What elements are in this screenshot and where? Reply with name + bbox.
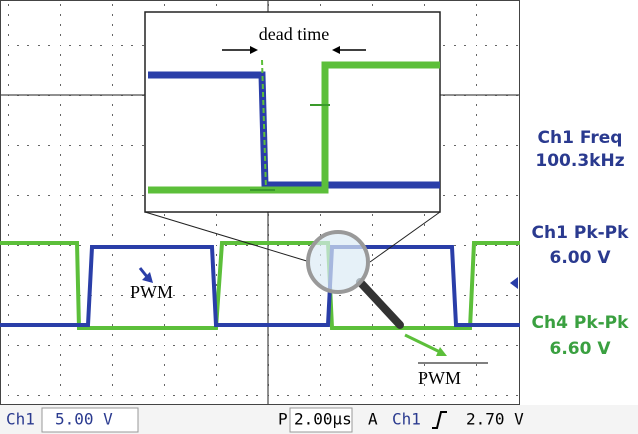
trigger-channel: Ch1 xyxy=(392,410,421,429)
measurement-label: Ch1 Pk-Pk xyxy=(532,223,630,243)
scope-screenshot: dead time PWM PWM Ch1 Freq 100.3kHz Ch1 … xyxy=(0,0,638,434)
measurement-value: 100.3kHz xyxy=(535,151,624,171)
pwm-bar-label: PWM xyxy=(418,368,461,388)
trigger-level: 2.70 V xyxy=(466,410,524,429)
measurements: Ch1 Freq 100.3kHz Ch1 Pk-Pk 6.00 V Ch4 P… xyxy=(532,128,630,359)
volts-per-div: 5.00 V xyxy=(55,410,113,429)
channel: Ch1 xyxy=(6,410,35,429)
screen: dead time PWM PWM xyxy=(0,0,520,405)
measurement-label: Ch1 Freq xyxy=(538,128,623,148)
measurement-label: Ch4 Pk-Pk xyxy=(532,313,630,333)
status-bar: Ch1 5.00 V P 2.00µs A Ch1 2.70 V xyxy=(0,405,638,434)
inset: dead time xyxy=(145,12,440,212)
pwm-label: PWM xyxy=(130,282,173,302)
time-per-div: 2.00µs xyxy=(294,410,352,429)
dead-time-label: dead time xyxy=(259,24,329,44)
measurement-value: 6.60 V xyxy=(549,339,611,359)
acquire-label: A xyxy=(368,410,378,429)
position-label: P xyxy=(278,410,288,429)
measurement-value: 6.00 V xyxy=(549,248,611,268)
